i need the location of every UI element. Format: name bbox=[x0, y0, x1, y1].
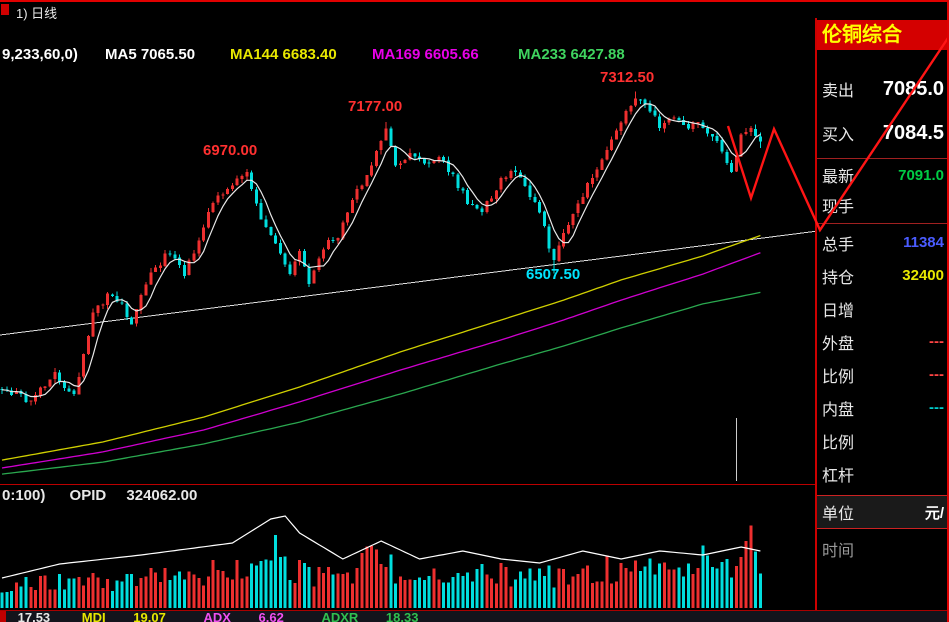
row-label: 最新 bbox=[822, 169, 855, 186]
chart-titlebar: 1) 日线 bbox=[0, 2, 815, 21]
sell-price: 7085.0 bbox=[882, 77, 944, 100]
panel-row-unit: 单位 元/ bbox=[817, 495, 947, 529]
panel-row-outer-ratio: 比例 --- bbox=[817, 359, 947, 390]
panel-separator bbox=[817, 223, 947, 224]
statusbar-accent bbox=[0, 611, 6, 622]
unit-value: 元/ bbox=[924, 504, 944, 522]
buy-price: 7084.5 bbox=[882, 121, 944, 144]
last-price: 7091.0 bbox=[898, 166, 944, 184]
row-label: 杠杆 bbox=[822, 467, 855, 485]
panel-row-last: 最新 7091.0 bbox=[817, 160, 947, 190]
panel-row-sell[interactable]: 卖出 7085.0 bbox=[817, 68, 947, 110]
row-label: 现手 bbox=[822, 199, 855, 216]
panel-row-total-volume: 总手 11384 bbox=[817, 227, 947, 258]
volume-params-fragment: 0:100) bbox=[2, 487, 46, 504]
subchart-divider bbox=[0, 484, 815, 485]
mdi-value: 19.07 bbox=[133, 610, 166, 622]
row-value: --- bbox=[929, 333, 944, 350]
row-label: 比例 bbox=[822, 434, 855, 452]
panel-row-inner-ratio: 比例 bbox=[817, 425, 947, 456]
panel-row-buy[interactable]: 买入 7084.5 bbox=[817, 112, 947, 154]
row-label: 内盘 bbox=[822, 401, 855, 419]
volume-header: 0:100) OPID 324062.00 bbox=[2, 487, 197, 505]
panel-divider bbox=[815, 18, 817, 622]
ma233-legend: MA233 6427.88 bbox=[518, 46, 625, 63]
row-label: 单位 bbox=[822, 506, 855, 523]
row-label: 总手 bbox=[822, 236, 855, 254]
period-label[interactable]: 1) 日线 bbox=[16, 6, 58, 21]
titlebar-accent bbox=[1, 4, 9, 15]
panel-row-open-interest: 持仓 32400 bbox=[817, 260, 947, 291]
opid-label: OPID bbox=[69, 487, 107, 504]
panel-row-inner-volume: 内盘 --- bbox=[817, 392, 947, 423]
ma-params-fragment: 9,233,60,0) bbox=[2, 46, 78, 63]
price-label-valley: 6507.50 bbox=[526, 266, 581, 283]
adx-value: 6.62 bbox=[258, 610, 284, 622]
adxr-label: ADXR bbox=[321, 610, 359, 622]
quote-panel: 伦铜综合 卖出 7085.0 买入 7084.5 最新 7091.0 现手 总手… bbox=[817, 18, 947, 622]
row-label: 买入 bbox=[822, 127, 855, 144]
price-label-peak1: 6970.00 bbox=[203, 142, 258, 159]
panel-row-daily-change: 日增 bbox=[817, 293, 947, 324]
row-label: 时间 bbox=[822, 543, 855, 560]
ma144-legend: MA144 6683.40 bbox=[230, 46, 337, 63]
mdi-label: MDI bbox=[81, 610, 106, 622]
ma169-legend: MA169 6605.66 bbox=[372, 46, 479, 63]
panel-row-current-lot: 现手 bbox=[817, 190, 947, 220]
price-label-peak3: 7312.50 bbox=[600, 69, 655, 86]
open-interest: 32400 bbox=[902, 267, 944, 284]
row-value: --- bbox=[929, 366, 944, 383]
row-label: 持仓 bbox=[822, 269, 855, 287]
row-value: --- bbox=[929, 399, 944, 416]
row-label: 日增 bbox=[822, 302, 855, 320]
adx-label: ADX bbox=[203, 610, 231, 622]
panel-row-time: 时间 bbox=[817, 534, 947, 564]
ma-header: 9,233,60,0) MA5 7065.50 MA144 6683.40 MA… bbox=[0, 46, 815, 64]
row-label: 比例 bbox=[822, 368, 855, 386]
panel-row-outer-volume: 外盘 --- bbox=[817, 326, 947, 357]
instrument-title[interactable]: 伦铜综合 bbox=[817, 20, 947, 50]
panel-row-leverage: 杠杆 bbox=[817, 458, 947, 489]
row-label: 卖出 bbox=[822, 83, 855, 100]
pdi-value: 17.53 bbox=[17, 610, 51, 622]
price-label-peak2: 7177.00 bbox=[348, 98, 403, 115]
adxr-value: 18.33 bbox=[385, 610, 419, 622]
panel-separator bbox=[817, 158, 947, 159]
ma5-legend: MA5 7065.50 bbox=[105, 46, 196, 63]
opid-value: 324062.00 bbox=[126, 487, 198, 504]
total-volume: 11384 bbox=[903, 234, 944, 251]
status-bar: 17.53 MDI 19.07 ADX 6.62 ADXR 18.33 bbox=[0, 610, 947, 622]
row-label: 外盘 bbox=[822, 335, 855, 353]
